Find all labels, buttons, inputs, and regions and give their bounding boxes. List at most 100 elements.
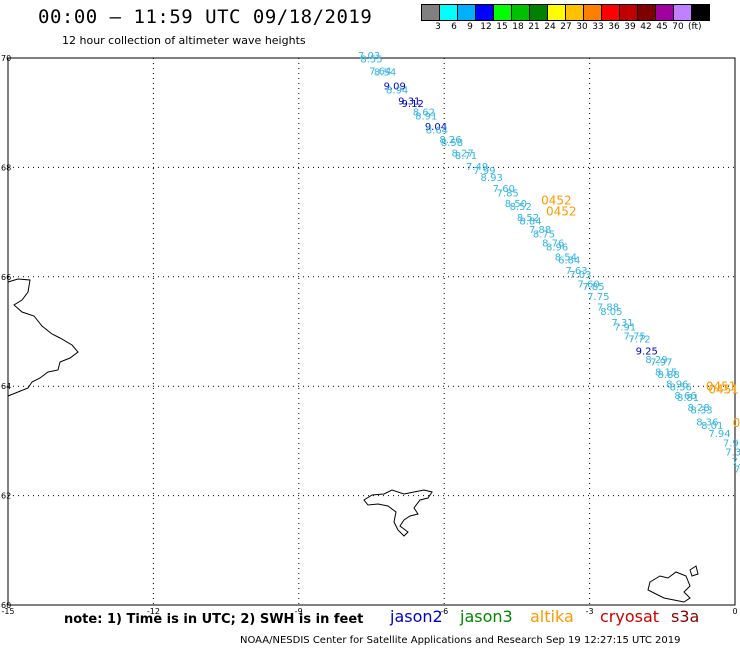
footer-note: note: 1) Time is in UTC; 2) SWH is in fe… xyxy=(64,612,364,627)
wave-height-label: 7.60 xyxy=(493,184,515,195)
wave-height-label: 7.94 xyxy=(708,429,730,440)
lat-tick-label: 60 xyxy=(1,601,11,610)
wave-height-label: 7.91 xyxy=(723,438,740,449)
wave-height-label: 7.75 xyxy=(624,332,646,343)
wave-height-label: 7.88 xyxy=(529,225,551,236)
wave-height-label: 8.76 xyxy=(542,239,564,250)
wave-height-label: 7.64 xyxy=(369,66,391,77)
color-scale-label: 39 xyxy=(624,22,636,32)
wave-height-label: 8.50 xyxy=(505,199,527,210)
color-scale-label: 33 xyxy=(592,22,604,32)
color-scale-label: 12 xyxy=(480,22,492,32)
wave-height-label: 7.9 xyxy=(732,457,740,468)
wave-height-label: 8.62 xyxy=(413,107,435,118)
wave-height-label: 7.99 xyxy=(473,166,495,177)
wave-height-label: 8.26 xyxy=(439,135,461,146)
lat-tick-label: 70 xyxy=(1,54,11,63)
wave-height-label: 7 xyxy=(734,465,740,476)
map-title: 00:00 – 11:59 UTC 09/18/2019 xyxy=(38,6,373,28)
wave-height-label: 9.09 xyxy=(384,82,406,93)
wave-height-label: 7.91 xyxy=(614,322,636,333)
map-frame xyxy=(7,57,736,606)
wave-height-label: 8.52 xyxy=(510,202,532,213)
lat-tick-label: 64 xyxy=(1,382,11,391)
color-scale-label: 70 xyxy=(672,22,684,32)
color-scale-label: 24 xyxy=(544,22,556,32)
wave-height-label: 8.05 xyxy=(600,307,622,318)
lon-tick-label: 0 xyxy=(732,607,737,616)
wave-height-label: 8.93 xyxy=(481,173,503,184)
color-scale-label: 18 xyxy=(512,22,524,32)
color-scale-label: 6 xyxy=(451,22,457,32)
pass-time-label: 0451 xyxy=(708,382,739,396)
wave-height-label: 8.96 xyxy=(666,379,688,390)
wave-height-label: 8.54 xyxy=(555,252,577,263)
color-scale-unit: (ft) xyxy=(688,22,702,32)
shetland-islands-coastline xyxy=(647,565,699,603)
faroe-islands-coastline xyxy=(363,489,433,537)
legend-item-jason3: jason3 xyxy=(460,607,513,626)
color-scale-label: 21 xyxy=(528,22,540,32)
color-scale-label: 15 xyxy=(496,22,508,32)
wave-height-label: 6.84 xyxy=(558,256,580,267)
pass-time-label: 0 xyxy=(733,416,740,430)
pass-time-label: 0452 xyxy=(546,205,577,219)
wave-height-label: 8.66 xyxy=(674,391,696,402)
wave-height-label: 8.96 xyxy=(546,243,568,254)
wave-height-label: 9.12 xyxy=(402,99,424,110)
greenland-coastline xyxy=(7,278,79,397)
color-scale-label: 45 xyxy=(656,22,668,32)
legend-item-jason2: jason2 xyxy=(390,607,443,626)
lon-tick-label: -3 xyxy=(586,607,594,616)
color-scale-label: 9 xyxy=(467,22,473,32)
pass-time-label: 0452 xyxy=(541,194,572,208)
wave-height-label: 7.31 xyxy=(611,318,633,329)
color-scale-label: 27 xyxy=(560,22,572,32)
wave-height-label: 7.60 xyxy=(577,280,599,291)
wave-height-label: 9.25 xyxy=(636,346,658,357)
color-scale-label: 3 xyxy=(435,22,441,32)
wave-height-label: 8.58 xyxy=(441,138,463,149)
wave-height-label: 8.81 xyxy=(677,393,699,404)
wave-height-label: 8.88 xyxy=(657,370,679,381)
wave-height-label: 7.72 xyxy=(628,334,650,345)
color-scale-bar xyxy=(421,4,710,21)
pass-time-label: 0451 xyxy=(706,380,737,394)
lat-tick-label: 62 xyxy=(1,492,11,501)
wave-height-label: 7.75 xyxy=(587,292,609,303)
wave-height-label: 8.52 xyxy=(517,213,539,224)
wave-height-label: 7.63 xyxy=(565,266,587,277)
color-scale-labels: 3 6 9 12 15 18 21 24 27 30 33 36 39 42 45 70 (ft) xyxy=(422,22,740,34)
wave-height-label: 7.97 xyxy=(650,357,672,368)
wave-height-label: 8.71 xyxy=(455,151,477,162)
wave-height-label: 7.49 xyxy=(466,162,488,173)
wave-height-label: 8.36 xyxy=(696,418,718,429)
wave-height-label: 8.75 xyxy=(533,229,555,240)
wave-height-label: 8.28 xyxy=(688,403,710,414)
color-swatch-15 xyxy=(691,4,710,21)
wave-height-label: 7.39 xyxy=(725,448,740,459)
wave-height-label: 8.54 xyxy=(374,68,396,79)
wave-height-label: 8.15 xyxy=(655,367,677,378)
lon-tick-label: -12 xyxy=(147,607,160,616)
wave-height-label: 8.55 xyxy=(360,54,382,65)
lon-tick-label: -9 xyxy=(295,607,303,616)
legend-item-cryosat: cryosat xyxy=(600,607,660,626)
wave-height-label: 8.84 xyxy=(519,216,541,227)
wave-height-label: 7.85 xyxy=(497,188,519,199)
lon-tick-label: -6 xyxy=(440,607,448,616)
wave-height-label: 7.88 xyxy=(597,303,619,314)
wave-height-label: 7.03 xyxy=(358,51,380,62)
wave-height-label: 8.94 xyxy=(386,86,408,97)
credit-line: NOAA/NESDIS Center for Satellite Applica… xyxy=(240,635,681,646)
wave-height-label: 7.85 xyxy=(582,282,604,293)
wave-height-label: 8.27 xyxy=(451,148,473,159)
wave-height-label: 8.29 xyxy=(645,355,667,366)
wave-height-label: 8.56 xyxy=(670,383,692,394)
wave-height-label: 8.01 xyxy=(701,421,723,432)
wave-height-label: 8.33 xyxy=(690,406,712,417)
map-subtitle: 12 hour collection of altimeter wave hei… xyxy=(62,34,306,47)
wave-height-label: 7.03 xyxy=(569,270,591,281)
color-scale-label: 42 xyxy=(640,22,652,32)
